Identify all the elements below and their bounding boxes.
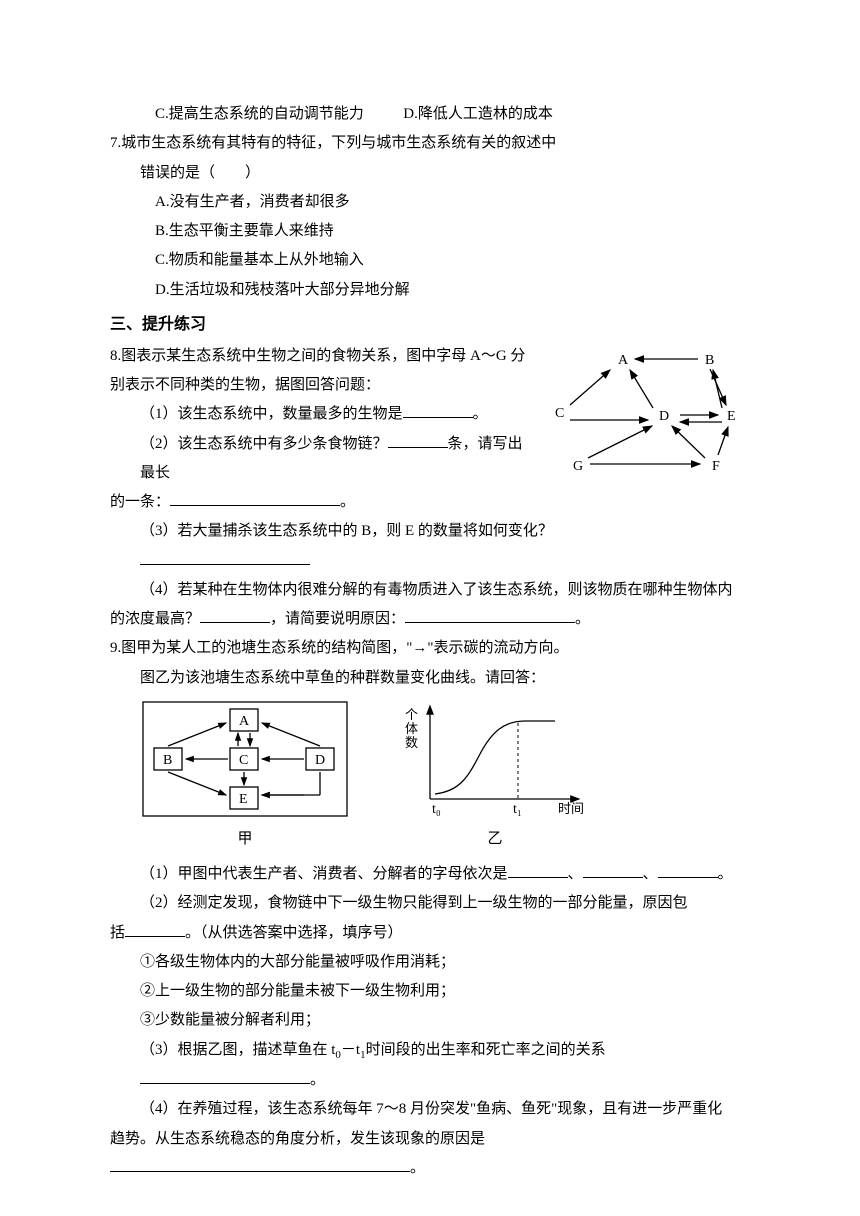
figB-ylabel: 个体数 bbox=[405, 707, 418, 750]
q9-p1b: 、 bbox=[568, 866, 583, 882]
q8-p2-line2: 的一条： 。 bbox=[110, 488, 750, 517]
q8-p3-blank bbox=[110, 547, 750, 576]
node-c: C bbox=[555, 406, 564, 421]
figA-C: C bbox=[239, 753, 248, 768]
q9-p4c: 。 bbox=[410, 1160, 425, 1176]
q9-p1b2: 、 bbox=[643, 866, 658, 882]
q8-p4-line2: 的浓度最高？ ，请简要说明原因： 。 bbox=[110, 605, 750, 634]
blank bbox=[200, 607, 270, 624]
q8-p4c: ，请简要说明原因： bbox=[270, 611, 405, 627]
blank bbox=[140, 1068, 310, 1085]
q9-p3d: 。 bbox=[310, 1072, 325, 1088]
q9-p1a: （1）甲图中代表生产者、消费者、分解者的字母依次是 bbox=[140, 866, 508, 882]
blank bbox=[508, 862, 568, 879]
q9-p3c: 时间段的出生率和死亡率之间的关系 bbox=[366, 1042, 606, 1058]
q9-fig-b-svg: 个体数 t₀ t₁ 时间 bbox=[400, 699, 590, 819]
q9-p1c: 。 bbox=[718, 866, 733, 882]
q7-stem-1: 7.城市生态系统有其特有的特征，下列与城市生态系统有关的叙述中 bbox=[110, 129, 750, 158]
figB-t0: t₀ bbox=[432, 802, 441, 817]
q9-p2-line2: 括 。（从供选答案中选择，填序号） bbox=[110, 919, 750, 948]
q9-figures: A B C D E 甲 bbox=[110, 693, 750, 860]
q9-o3: ③少数能量被分解者利用； bbox=[110, 1006, 750, 1035]
blank bbox=[405, 607, 575, 624]
q9-p3b: －t bbox=[341, 1042, 360, 1058]
q7-stem-2: 错误的是（ ） bbox=[110, 159, 750, 188]
q8-p2c: 的一条： bbox=[110, 494, 170, 510]
node-a: A bbox=[618, 353, 629, 368]
q8-p4b: 的浓度最高？ bbox=[110, 611, 200, 627]
blank bbox=[388, 431, 448, 448]
q8-p2-line1: （2）该生态系统中有多少条食物链？条，请写出最长 bbox=[110, 430, 530, 489]
q9-p4-line2: 趋势。从生态系统稳态的角度分析，发生该现象的原因是。 bbox=[110, 1125, 750, 1184]
q8-p2a: （2）该生态系统中有多少条食物链？ bbox=[140, 436, 388, 452]
q9-p2b: 括 bbox=[110, 925, 125, 941]
q8-p1a: （1）该生态系统中，数量最多的生物是 bbox=[140, 406, 403, 422]
q8-p2d: 。 bbox=[340, 494, 355, 510]
q8-p3: （3）若大量捕杀该生态系统中的 B，则 E 的数量将如何变化？ bbox=[110, 517, 750, 546]
q9-o1: ①各级生物体内的大部分能量被呼吸作用消耗； bbox=[110, 948, 750, 977]
node-e: E bbox=[727, 409, 736, 424]
q7-opt-d: D.生活垃圾和残枝落叶大部分异地分解 bbox=[110, 276, 750, 305]
q7-opt-a: A.没有生产者，消费者却很多 bbox=[110, 188, 750, 217]
q9-fig-a-svg: A B C D E bbox=[140, 699, 350, 819]
figB-xlabel: 时间 bbox=[558, 801, 584, 816]
node-f: F bbox=[712, 459, 720, 474]
q8-stem-1: 8.图表示某生态系统中生物之间的食物关系，图中字母 A～G 分 bbox=[110, 342, 530, 371]
q9-stem-2: 图乙为该池塘生态系统中草鱼的种群数量变化曲线。请回答： bbox=[110, 664, 750, 693]
node-b: B bbox=[705, 353, 714, 368]
q9-p1: （1）甲图中代表生产者、消费者、分解者的字母依次是 、 、 。 bbox=[110, 860, 750, 889]
node-g: G bbox=[573, 459, 583, 474]
figB-t1: t₁ bbox=[513, 802, 522, 817]
q7-opt-c: C.物质和能量基本上从外地输入 bbox=[110, 246, 750, 275]
q9-p2c: 。（从供选答案中选择，填序号） bbox=[185, 925, 403, 941]
blank bbox=[140, 548, 310, 565]
q9-fig-a: A B C D E 甲 bbox=[140, 699, 350, 854]
q9-p4-line1: （4）在养殖过程，该生态系统每年 7～8 月份突发"鱼病、鱼死"现象，且有进一步… bbox=[110, 1095, 750, 1124]
q9-p4b: 趋势。从生态系统稳态的角度分析，发生该现象的原因是 bbox=[110, 1131, 485, 1147]
fig-a-label: 甲 bbox=[237, 825, 252, 854]
q9-o2: ②上一级生物的部分能量未被下一级生物利用； bbox=[110, 977, 750, 1006]
q9-fig-b: 个体数 t₀ t₁ 时间 乙 bbox=[400, 699, 590, 854]
figA-E: E bbox=[239, 792, 248, 807]
blank bbox=[110, 1155, 410, 1172]
q8-p1: （1）该生态系统中，数量最多的生物是 。 bbox=[110, 400, 530, 429]
q8-p4-line1: （4）若某种在生物体内很难分解的有毒物质进入了该生态系统，则该物质在哪种生物体内 bbox=[110, 576, 750, 605]
blank bbox=[403, 402, 473, 419]
node-d: D bbox=[659, 409, 669, 424]
q6-opt-c: C.提高生态系统的自动调节能力 bbox=[155, 106, 364, 122]
q8-block: 8.图表示某生态系统中生物之间的食物关系，图中字母 A～G 分 别表示不同种类的… bbox=[110, 342, 750, 635]
q8-stem-2: 别表示不同种类的生物，据图回答问题： bbox=[110, 371, 530, 400]
blank bbox=[658, 862, 718, 879]
q9-p3: （3）根据乙图，描述草鱼在 t0－t1时间段的出生率和死亡率之间的关系 。 bbox=[110, 1036, 750, 1096]
q8-p4d: 。 bbox=[575, 611, 590, 627]
blank bbox=[125, 920, 185, 937]
q6-options-row: C.提高生态系统的自动调节能力 D.降低人工造林的成本 bbox=[110, 100, 750, 129]
blank bbox=[170, 490, 340, 507]
q8-food-web-diagram: A B C D E G F bbox=[540, 342, 745, 492]
q9-p2-line1: （2）经测定发现，食物链中下一级生物只能得到上一级生物的一部分能量，原因包 bbox=[110, 889, 750, 918]
q7-opt-b: B.生态平衡主要靠人来维持 bbox=[110, 217, 750, 246]
q8-p1b: 。 bbox=[473, 406, 488, 422]
blank bbox=[583, 862, 643, 879]
section-3-heading: 三、提升练习 bbox=[110, 305, 750, 342]
q9-p3a: （3）根据乙图，描述草鱼在 t bbox=[140, 1042, 335, 1058]
figA-A: A bbox=[239, 714, 250, 729]
figA-D: D bbox=[315, 753, 325, 768]
fig-b-label: 乙 bbox=[487, 825, 502, 854]
figA-B: B bbox=[163, 753, 172, 768]
q9-stem-1: 9.图甲为某人工的池塘生态系统的结构简图，"→"表示碳的流动方向。 bbox=[110, 634, 750, 663]
q6-opt-d: D.降低人工造林的成本 bbox=[403, 106, 553, 122]
